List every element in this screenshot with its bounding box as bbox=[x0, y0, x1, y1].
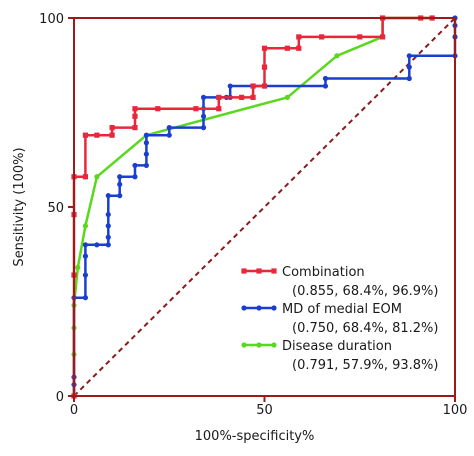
data-point-md-of-medial-eom bbox=[143, 140, 149, 146]
axes: 0 50 100 0 50 100 100%-specificity% Sensitivity… bbox=[12, 12, 467, 444]
data-point-combination bbox=[239, 94, 245, 100]
legend-label: MD of medial EOM bbox=[282, 302, 402, 317]
legend: Combination (0.855, 68.4%, 96.9%) MD of me… bbox=[241, 265, 439, 373]
data-point-combination bbox=[250, 94, 256, 100]
y-tick-label: 100 bbox=[39, 12, 64, 27]
data-point-md-of-medial-eom bbox=[82, 242, 89, 248]
data-point-md-of-medial-eom bbox=[322, 83, 329, 89]
plot-area bbox=[71, 15, 458, 399]
data-point-md-of-medial-eom bbox=[406, 53, 412, 59]
data-point-combination bbox=[82, 132, 89, 138]
data-point-md-of-medial-eom bbox=[200, 94, 207, 100]
data-point-disease-duration bbox=[75, 264, 81, 271]
data-point-md-of-medial-eom bbox=[117, 193, 123, 199]
data-point-md-of-medial-eom bbox=[200, 125, 207, 131]
y-tick-label: 0 bbox=[56, 390, 64, 405]
data-point-combination bbox=[319, 34, 325, 40]
data-point-md-of-medial-eom bbox=[200, 113, 207, 119]
x-axis-title: 100%-specificity% bbox=[195, 429, 315, 444]
data-point-md-of-medial-eom bbox=[406, 64, 412, 70]
legend-swatch-marker bbox=[256, 305, 262, 311]
data-point-combination bbox=[94, 132, 100, 138]
data-point-combination bbox=[132, 125, 138, 131]
data-point-md-of-medial-eom bbox=[105, 211, 111, 218]
data-point-md-of-medial-eom bbox=[166, 125, 172, 131]
legend-swatch-marker bbox=[271, 305, 277, 311]
legend-stats: (0.855, 68.4%, 96.9%) bbox=[292, 284, 439, 299]
legend-swatch-marker bbox=[271, 268, 277, 274]
data-point-md-of-medial-eom bbox=[105, 234, 111, 240]
data-point-md-of-medial-eom bbox=[117, 181, 123, 187]
data-point-combination bbox=[132, 113, 138, 119]
data-point-md-of-medial-eom bbox=[143, 162, 149, 169]
data-point-md-of-medial-eom bbox=[105, 242, 111, 248]
legend-stats: (0.750, 68.4%, 81.2%) bbox=[292, 321, 439, 336]
data-point-combination bbox=[296, 34, 302, 40]
data-point-combination bbox=[261, 64, 268, 70]
data-point-md-of-medial-eom bbox=[406, 75, 412, 82]
data-point-md-of-medial-eom bbox=[94, 242, 100, 248]
y-axis-title: Sensitivity (100%) bbox=[12, 147, 27, 266]
data-point-combination bbox=[261, 83, 268, 89]
legend-item-combination: Combination (0.855, 68.4%, 96.9%) bbox=[241, 265, 439, 299]
series-md-of-medial-eom bbox=[71, 15, 458, 399]
legend-item-md-of-medial-eom: MD of medial EOM (0.750, 68.4%, 81.2%) bbox=[241, 302, 439, 336]
data-point-combination bbox=[132, 106, 138, 112]
legend-swatch-marker bbox=[256, 342, 262, 348]
data-point-md-of-medial-eom bbox=[105, 223, 111, 229]
data-point-md-of-medial-eom bbox=[105, 193, 111, 199]
data-point-md-of-medial-eom bbox=[322, 75, 329, 82]
data-point-combination bbox=[193, 106, 199, 112]
data-point-md-of-medial-eom bbox=[132, 174, 138, 180]
data-point-md-of-medial-eom bbox=[132, 162, 138, 169]
data-point-md-of-medial-eom bbox=[82, 253, 89, 259]
legend-swatch-marker bbox=[271, 342, 277, 348]
legend-label: Combination bbox=[282, 265, 365, 280]
x-tick-label: 50 bbox=[256, 403, 273, 418]
legend-swatch-marker bbox=[241, 268, 247, 274]
legend-swatch-marker bbox=[256, 268, 262, 274]
legend-swatch-marker bbox=[241, 305, 247, 311]
data-point-disease-duration bbox=[94, 174, 100, 180]
data-point-combination bbox=[216, 106, 222, 112]
data-point-combination bbox=[216, 94, 222, 100]
data-point-combination bbox=[261, 45, 268, 51]
data-point-disease-duration bbox=[334, 53, 340, 59]
legend-swatch-marker bbox=[241, 342, 247, 348]
x-tick-label: 100 bbox=[443, 403, 468, 418]
data-point-combination bbox=[284, 45, 290, 51]
data-point-md-of-medial-eom bbox=[82, 272, 89, 278]
data-point-combination bbox=[357, 34, 363, 40]
data-point-combination bbox=[250, 83, 256, 89]
data-point-md-of-medial-eom bbox=[227, 83, 233, 89]
legend-stats: (0.791, 57.9%, 93.8%) bbox=[292, 358, 439, 373]
data-point-md-of-medial-eom bbox=[82, 295, 89, 301]
data-point-combination bbox=[109, 132, 115, 138]
data-point-md-of-medial-eom bbox=[166, 132, 172, 138]
data-point-md-of-medial-eom bbox=[143, 151, 149, 157]
data-point-md-of-medial-eom bbox=[143, 132, 149, 138]
data-point-combination bbox=[380, 34, 386, 40]
data-point-md-of-medial-eom bbox=[117, 174, 123, 180]
data-point-disease-duration bbox=[82, 223, 89, 229]
x-tick-label: 0 bbox=[70, 403, 78, 418]
data-point-combination bbox=[155, 106, 161, 112]
legend-item-disease-duration: Disease duration (0.791, 57.9%, 93.8%) bbox=[241, 339, 439, 373]
y-tick-label: 50 bbox=[47, 201, 64, 216]
legend-label: Disease duration bbox=[282, 339, 392, 354]
data-point-combination bbox=[296, 45, 302, 51]
data-point-combination bbox=[109, 125, 115, 131]
data-point-combination bbox=[82, 174, 89, 180]
data-point-disease-duration bbox=[284, 94, 290, 100]
